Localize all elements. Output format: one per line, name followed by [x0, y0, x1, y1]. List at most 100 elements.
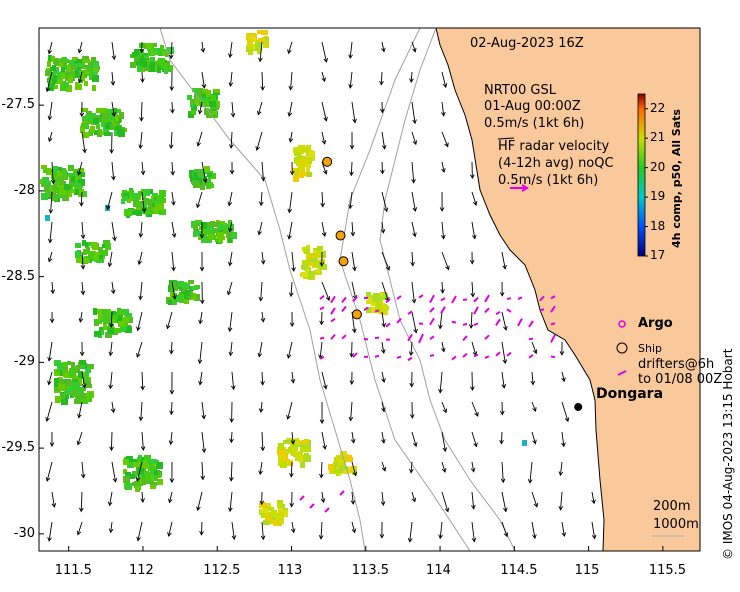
velocity-arrow [288, 41, 293, 54]
velocity-arrowhead [325, 296, 331, 302]
velocity-arrow [501, 491, 507, 512]
sst-pixel [105, 243, 111, 250]
velocity-arrow [321, 41, 327, 63]
velocity-arrowhead [349, 144, 355, 150]
sst-pixel [90, 126, 95, 132]
sst-pixel [85, 372, 89, 379]
velocity-arrowhead [47, 356, 52, 362]
velocity-arrowhead [352, 266, 357, 272]
velocity-arrow [79, 311, 83, 323]
velocity-arrowhead [135, 476, 141, 482]
sst-pixel [195, 220, 202, 225]
velocity-arrow [171, 161, 174, 175]
velocity-arrowhead [470, 386, 475, 391]
drifter-track [396, 317, 402, 324]
sst-pixel [68, 373, 74, 378]
sst-pixel [257, 50, 261, 54]
sst-pixel [100, 251, 107, 255]
velocity-arrow [166, 311, 173, 329]
velocity-arrowhead [227, 201, 233, 207]
velocity-arrow [411, 491, 416, 502]
velocity-arrow [470, 311, 473, 329]
velocity-arrow [111, 71, 114, 86]
sst-pixel [62, 173, 66, 179]
velocity-arrow [111, 161, 115, 180]
sst-pixel [210, 95, 216, 100]
sst-pixel [217, 232, 224, 238]
velocity-arrow [197, 491, 203, 511]
velocity-arrowhead [80, 265, 86, 270]
sst-pixel [207, 173, 212, 177]
velocity-arrow [111, 41, 115, 60]
sst-pixel [118, 131, 125, 137]
legend-drifters: drifters@6h to 01/08 00Z [638, 357, 723, 387]
velocity-arrow [257, 101, 263, 115]
velocity-arrow [231, 101, 234, 117]
sst-pixel [132, 193, 138, 200]
sst-pixel [91, 57, 96, 63]
velocity-arrowhead [348, 416, 354, 422]
sst-pixel [85, 115, 92, 121]
velocity-arrowhead [442, 83, 448, 89]
velocity-arrowhead [471, 234, 477, 240]
legend-ship-symbol [616, 342, 628, 354]
sst-pixel [59, 168, 66, 174]
sst-pixel [300, 442, 305, 447]
sst-pixel [202, 236, 207, 242]
sst-pixel [56, 369, 60, 373]
velocity-arrowhead [47, 238, 53, 244]
sst-pixel [170, 292, 174, 299]
velocity-arrowhead [290, 440, 296, 445]
sst-pixel [118, 314, 123, 319]
sst-pixel [377, 296, 382, 301]
sst-pixel [296, 452, 301, 456]
velocity-arrow [290, 71, 293, 90]
velocity-arrowhead [381, 378, 386, 384]
velocity-arrow [227, 281, 233, 295]
sst-pixel [136, 61, 141, 65]
sst-pixel [125, 209, 132, 216]
sst-pixel [171, 286, 178, 291]
sst-pixel [194, 231, 200, 236]
sst-pixel [54, 378, 59, 383]
sst-pixel [303, 172, 307, 176]
sst-pixel [300, 462, 305, 468]
sst-pixel [54, 387, 59, 391]
velocity-arrowhead [170, 109, 175, 114]
velocity-arrow [501, 461, 504, 483]
velocity-arrow [171, 221, 176, 238]
velocity-arrowhead [45, 87, 51, 93]
sst-pixel [298, 456, 303, 462]
sst-pixel [63, 170, 67, 174]
velocity-arrowhead [77, 78, 83, 84]
velocity-arrow [46, 461, 53, 482]
sst-pixel [51, 56, 55, 62]
sst-pixel [170, 282, 176, 287]
velocity-arrowhead [381, 466, 387, 472]
velocity-arrow [381, 311, 385, 327]
x-tick-label: 114.5 [500, 563, 538, 578]
sst-pixel [81, 398, 86, 403]
drifter-track [299, 495, 305, 501]
sst-pixel [83, 258, 90, 263]
velocity-arrow [199, 371, 203, 385]
velocity-arrow [351, 431, 355, 443]
velocity-arrow [171, 281, 176, 300]
velocity-arrowhead [319, 419, 325, 425]
velocity-arrow [229, 311, 233, 332]
sst-pixel [203, 229, 210, 235]
velocity-arrowhead [441, 168, 446, 173]
velocity-arrowhead [197, 109, 203, 115]
sst-pixel [59, 63, 63, 67]
velocity-arrow [108, 251, 113, 267]
velocity-arrowhead [409, 382, 415, 388]
sst-pixel [92, 243, 98, 250]
sst-pixel [271, 510, 277, 517]
colorbar-tick-label: 19 [650, 189, 666, 204]
velocity-arrowhead [258, 470, 263, 476]
colorbar-tick-label: 20 [650, 159, 666, 174]
sst-pixel [200, 100, 207, 107]
velocity-arrowhead [77, 170, 82, 176]
velocity-arrowhead [201, 414, 206, 420]
sst-pixel [133, 459, 138, 463]
